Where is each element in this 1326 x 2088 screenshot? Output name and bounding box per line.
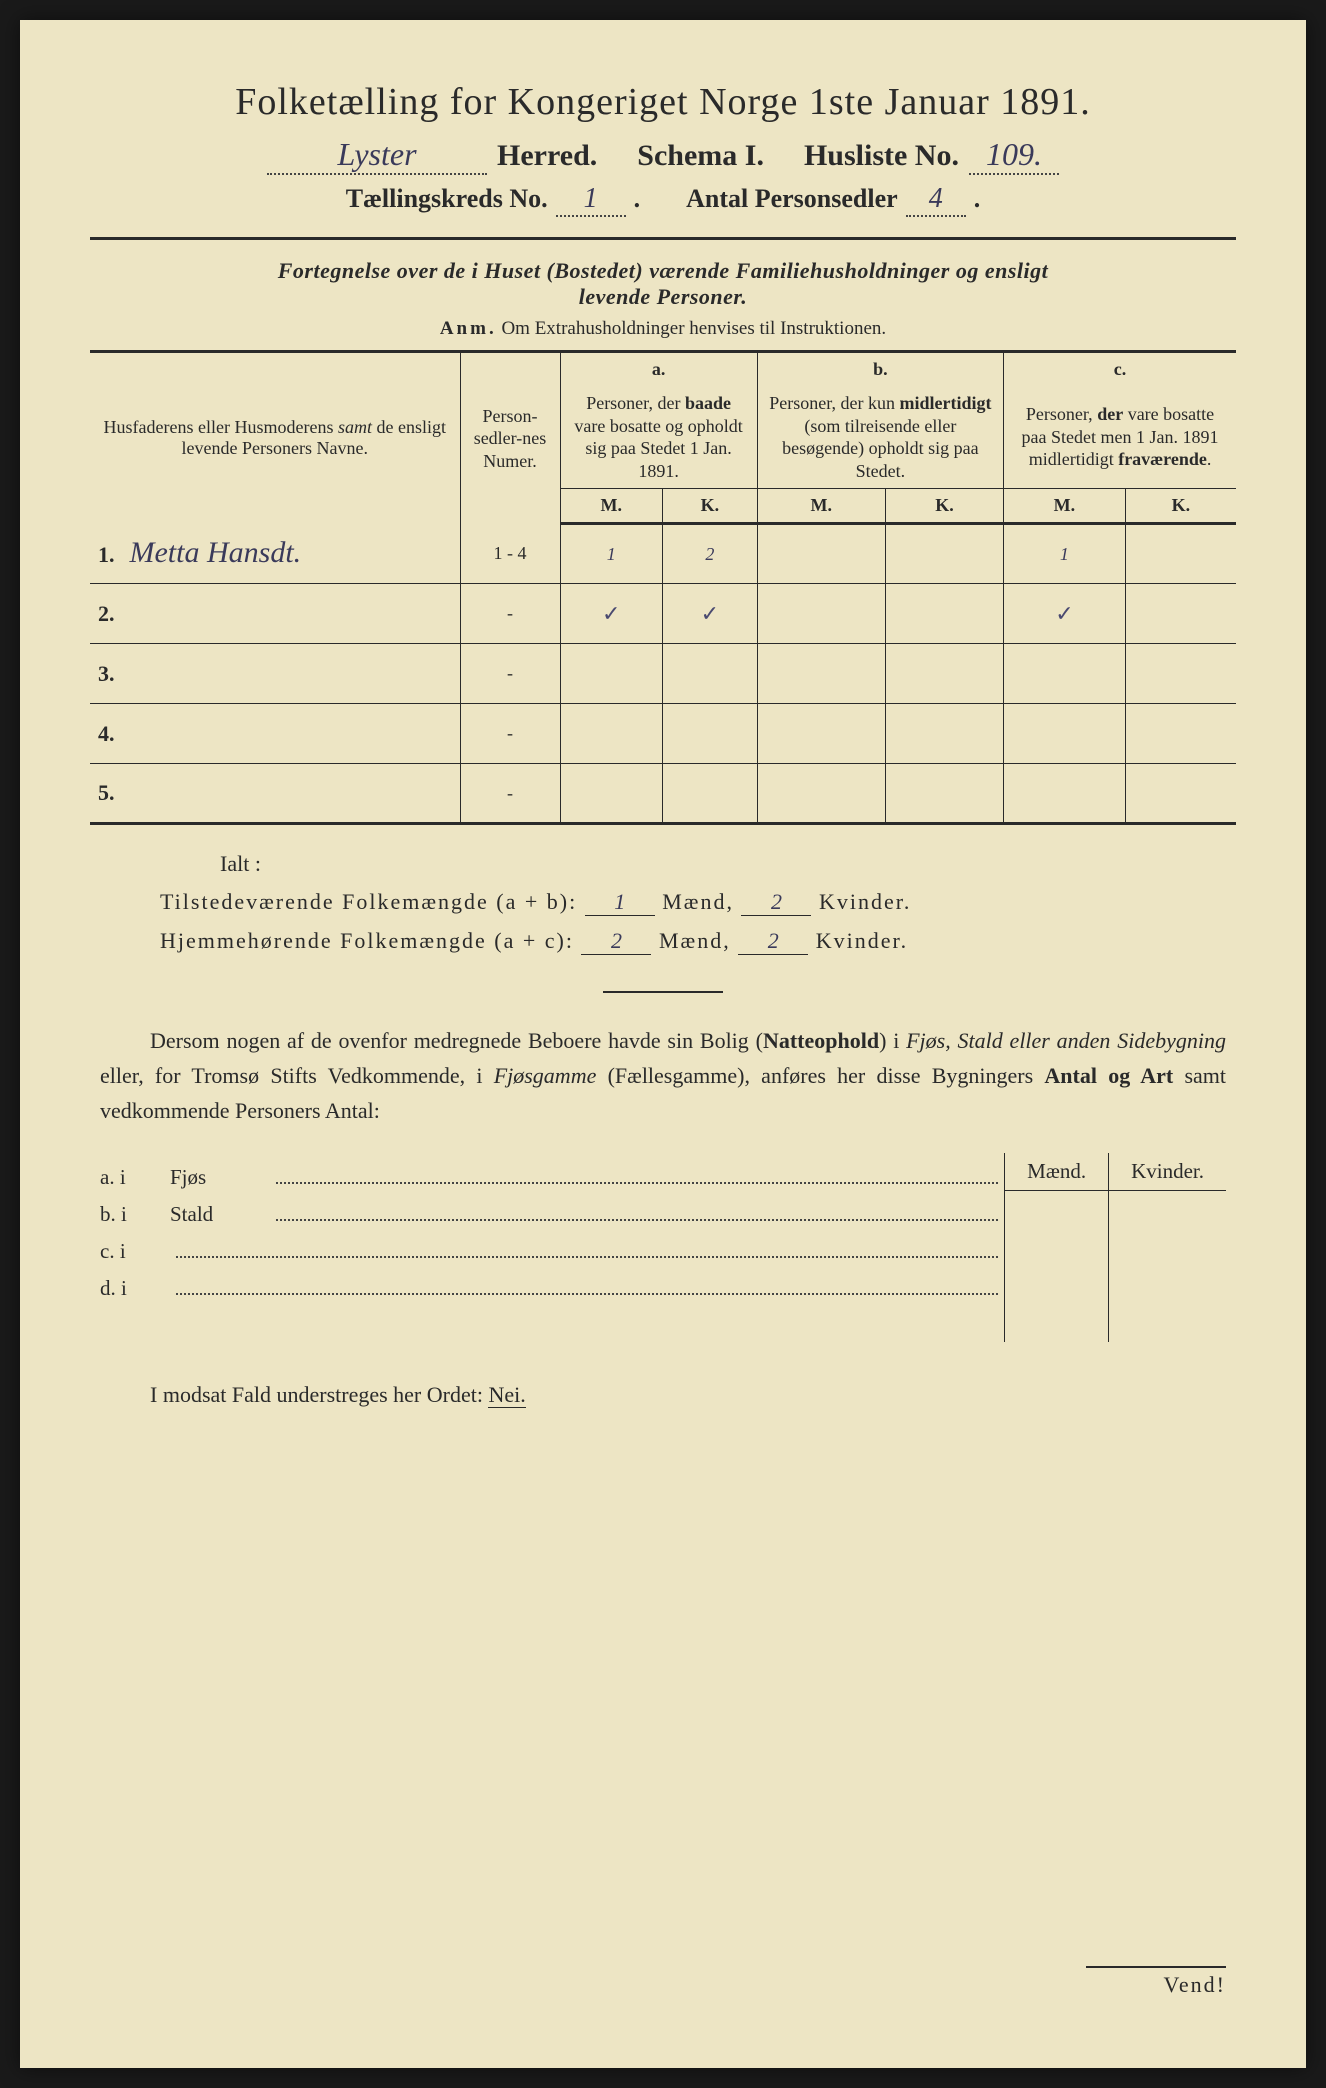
col-b-label: b. [757, 352, 1003, 387]
table-row: 1. Metta Hansdt. 1 - 4 1 2 1 [90, 524, 1236, 584]
antal-label: Antal Personsedler [686, 184, 898, 214]
col-b-k: K. [885, 489, 1003, 524]
col-c-k: K. [1125, 489, 1236, 524]
antal-value: 4 [906, 183, 966, 217]
sidebyg-section: a. i Fjøs b. i Stald c. i d. i Mænd.Kvin… [100, 1153, 1226, 1343]
col-c-text: Personer, der vare bosatte paa Stedet me… [1004, 386, 1236, 489]
tilstede-k: 2 [741, 889, 811, 916]
short-divider [603, 991, 723, 993]
hjemme-row: Hjemmehørende Folkemængde (a + c): 2 Mæn… [160, 928, 1236, 955]
col-b-m: M. [757, 489, 885, 524]
table-row: 5. - [90, 764, 1236, 824]
sidebyg-c: c. i [100, 1237, 1004, 1264]
census-form-page: Folketælling for Kongeriget Norge 1ste J… [20, 20, 1306, 2068]
col-a-m: M. [560, 489, 663, 524]
herred-label: Herred. [497, 139, 597, 173]
hjemme-k: 2 [738, 928, 808, 955]
col-a-label: a. [560, 352, 757, 387]
intro-text: Fortegnelse over de i Huset (Bostedet) v… [90, 258, 1236, 310]
schema-label: Schema I. [637, 139, 764, 173]
kreds-label: Tællingskreds No. [346, 184, 548, 214]
main-table: Husfaderens eller Husmoderens samt de en… [90, 350, 1236, 825]
sidebyg-d: d. i [100, 1274, 1004, 1301]
herred-line: Lyster Herred. Schema I. Husliste No. 10… [90, 136, 1236, 175]
mk-table: Mænd.Kvinder. [1004, 1153, 1226, 1343]
divider [90, 237, 1236, 240]
sidebyg-para: Dersom nogen af de ovenfor medregnede Be… [100, 1023, 1226, 1129]
ialt-label: Ialt : [220, 851, 1236, 877]
col-a-k: K. [663, 489, 758, 524]
form-title: Folketælling for Kongeriget Norge 1ste J… [90, 80, 1236, 124]
tilstede-m: 1 [585, 889, 655, 916]
col-c-label: c. [1004, 352, 1236, 387]
herred-value: Lyster [267, 136, 487, 175]
col-a-text: Personer, der baade vare bosatte og opho… [560, 386, 757, 489]
vend-label: Vend! [1086, 1966, 1226, 1998]
nei-line: I modsat Fald understreges her Ordet: Ne… [150, 1382, 1226, 1408]
anm-note: Anm. Om Extrahusholdninger henvises til … [90, 318, 1236, 340]
kreds-value: 1 [556, 183, 626, 217]
kreds-line: Tællingskreds No. 1 . Antal Personsedler… [90, 183, 1236, 217]
sidebyg-a: a. i Fjøs [100, 1163, 1004, 1190]
tilstede-row: Tilstedeværende Folkemængde (a + b): 1 M… [160, 889, 1236, 916]
hjemme-m: 2 [581, 928, 651, 955]
table-row: 4. - [90, 704, 1236, 764]
col-name-header: Husfaderens eller Husmoderens samt de en… [90, 352, 460, 524]
husliste-label: Husliste No. [804, 139, 959, 173]
husliste-value: 109. [969, 136, 1059, 175]
name-1: Metta Hansdt. [130, 536, 302, 569]
table-row: 2. - ✓ ✓ ✓ [90, 584, 1236, 644]
col-c-m: M. [1004, 489, 1126, 524]
col-numer-header: Person-sedler-nes Numer. [460, 352, 560, 524]
table-row: 3. - [90, 644, 1236, 704]
col-b-text: Personer, der kun midlertidigt (som tilr… [757, 386, 1003, 489]
sidebyg-b: b. i Stald [100, 1200, 1004, 1227]
